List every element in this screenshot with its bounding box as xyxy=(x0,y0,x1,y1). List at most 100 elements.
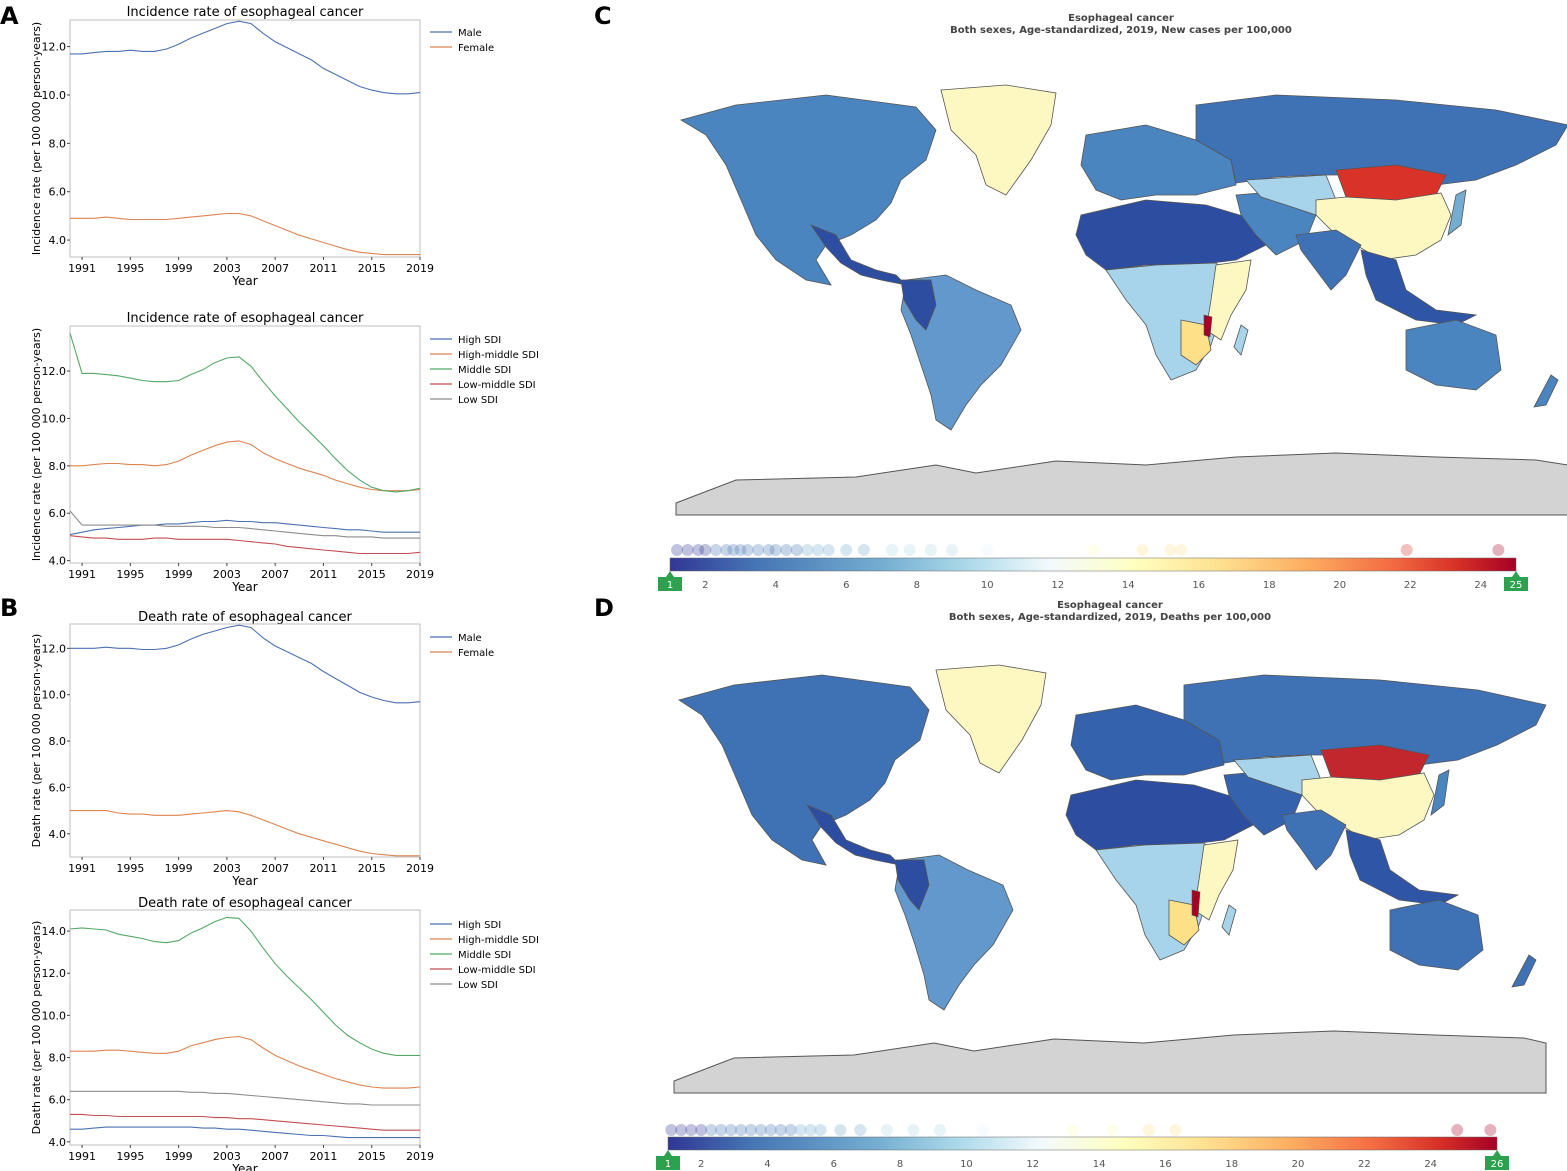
value-dot xyxy=(699,544,712,556)
japan-shape xyxy=(1430,769,1450,816)
antarctica-shape xyxy=(675,452,1567,516)
value-dot xyxy=(1142,1124,1155,1136)
y-tick-label: 4.0 xyxy=(49,555,67,568)
series-line-high-sdi xyxy=(70,1126,420,1139)
y-tick-label: 12.0 xyxy=(42,967,67,980)
value-dot xyxy=(744,1124,757,1136)
handle-label: 1 xyxy=(667,580,673,591)
x-tick-label: 1999 xyxy=(165,862,193,875)
value-dot xyxy=(692,544,705,556)
x-tick-label: 1999 xyxy=(165,568,193,581)
x-tick-label: 1991 xyxy=(68,1150,96,1163)
series-line-male xyxy=(70,20,421,95)
series-line-high-sdi xyxy=(69,519,420,536)
series-line-middle-sdi xyxy=(69,332,421,493)
x-tick-label: 1999 xyxy=(165,262,193,275)
value-dot xyxy=(880,1124,893,1136)
y-tick-label: 12.0 xyxy=(42,642,67,655)
value-dot xyxy=(1066,1124,1079,1136)
x-tick-label: 1995 xyxy=(116,862,144,875)
east-africa-shape xyxy=(1193,839,1239,921)
value-dot xyxy=(907,1124,920,1136)
malawi-shape xyxy=(1191,889,1201,918)
value-dot xyxy=(1169,1124,1182,1136)
series-line-high-middle-sdi xyxy=(70,440,421,492)
value-dot xyxy=(933,1124,946,1136)
southeast-asia-shape xyxy=(1360,249,1478,326)
scale-handle-max[interactable]: 26 xyxy=(1485,1150,1509,1170)
plot-frame xyxy=(69,19,421,258)
value-dot xyxy=(709,544,722,556)
y-tick-label: 8.0 xyxy=(49,1052,67,1065)
scale-tick-label: 2 xyxy=(702,580,708,591)
chart-death-by-sdi: Death rate of esophageal cancer 4.0 6.0 8.0… xyxy=(30,896,539,1171)
greenland-shape xyxy=(935,664,1047,774)
value-dot xyxy=(734,1124,747,1136)
scale-handle-max[interactable]: 25 xyxy=(1504,571,1528,591)
handle-shape xyxy=(658,571,682,591)
y-axis-label: Incidence rate (per 100 000 person-years… xyxy=(30,328,43,561)
value-dot xyxy=(1136,544,1149,556)
south-america-west-shape xyxy=(894,859,930,911)
scale-handle-min[interactable]: 1 xyxy=(656,1150,680,1170)
map-panel-incidence: Esophageal cancer Both sexes, Age-standa… xyxy=(658,13,1567,591)
chart-title: Death rate of esophageal cancer xyxy=(138,610,352,625)
scale-handle-min[interactable]: 1 xyxy=(658,571,682,591)
scale-tick-label: 14 xyxy=(1093,1159,1106,1170)
chart-incidence-by-sex: Incidence rate of esophageal cancer 4.0 6.… xyxy=(30,5,494,288)
value-dot xyxy=(886,544,899,556)
value-dot xyxy=(1492,544,1505,556)
x-tick-label: 1991 xyxy=(68,862,96,875)
y-tick-label: 8.0 xyxy=(49,735,67,748)
x-tick-label: 2011 xyxy=(309,1150,337,1163)
series-line-female xyxy=(70,810,420,857)
handle-shape xyxy=(1504,571,1528,591)
x-tick-label: 1991 xyxy=(68,568,96,581)
y-tick-label: 4.0 xyxy=(49,234,67,247)
y-axis-label: Death rate (per 100 000 person-years) xyxy=(30,634,43,848)
legend-label: Low-middle SDI xyxy=(458,380,536,391)
panel-label-c: C xyxy=(594,2,612,30)
scale-tick-label: 20 xyxy=(1333,580,1346,591)
value-dot xyxy=(1484,1124,1497,1136)
value-dot xyxy=(752,544,765,556)
china-shape xyxy=(1301,772,1435,841)
value-dot xyxy=(725,1124,738,1136)
value-dot xyxy=(854,1124,867,1136)
value-dot xyxy=(822,544,835,556)
scale-tick-label: 14 xyxy=(1122,580,1135,591)
value-dot xyxy=(977,1124,990,1136)
scale-tick-label: 6 xyxy=(843,580,849,591)
x-tick-label: 2003 xyxy=(213,262,241,275)
antarctica-shape xyxy=(673,1030,1547,1094)
y-tick-label: 10.0 xyxy=(42,689,67,702)
scale-tick-label: 8 xyxy=(897,1159,903,1170)
scale-tick-label: 18 xyxy=(1225,1159,1238,1170)
south-asia-shape xyxy=(1295,229,1362,291)
map-subtitle: Both sexes, Age-standardized, 2019, Deat… xyxy=(949,612,1271,623)
map-panel-death: Esophageal cancer Both sexes, Age-standa… xyxy=(656,600,1547,1170)
y-tick-label: 8.0 xyxy=(49,137,67,150)
europe-shape xyxy=(1070,704,1225,781)
value-dot xyxy=(924,544,937,556)
x-tick-label: 2007 xyxy=(261,862,289,875)
color-scale-death: 2 4 6 8 10 12 14 16 18 20 22 241 26 xyxy=(656,1124,1509,1170)
legend-label: Female xyxy=(458,648,494,659)
europe-shape xyxy=(1080,124,1237,201)
scale-tick-label: 4 xyxy=(773,580,779,591)
series-line-low-middle-sdi xyxy=(69,535,421,555)
x-tick-label: 2003 xyxy=(213,1150,241,1163)
chart-incidence-by-sdi: Incidence rate of esophageal cancer 4.0 6.… xyxy=(30,311,539,594)
value-dot xyxy=(981,544,994,556)
scale-tick-label: 20 xyxy=(1292,1159,1305,1170)
legend-label: High SDI xyxy=(458,920,501,931)
china-shape xyxy=(1315,192,1452,261)
panel-label-a: A xyxy=(0,2,19,30)
south-america-west-shape xyxy=(900,279,937,331)
y-tick-label: 14.0 xyxy=(42,925,67,938)
x-tick-label: 2019 xyxy=(406,862,434,875)
value-dot xyxy=(801,544,814,556)
value-dot xyxy=(695,1124,708,1136)
y-tick-label: 6.0 xyxy=(49,781,67,794)
x-tick-label: 1995 xyxy=(116,1150,144,1163)
